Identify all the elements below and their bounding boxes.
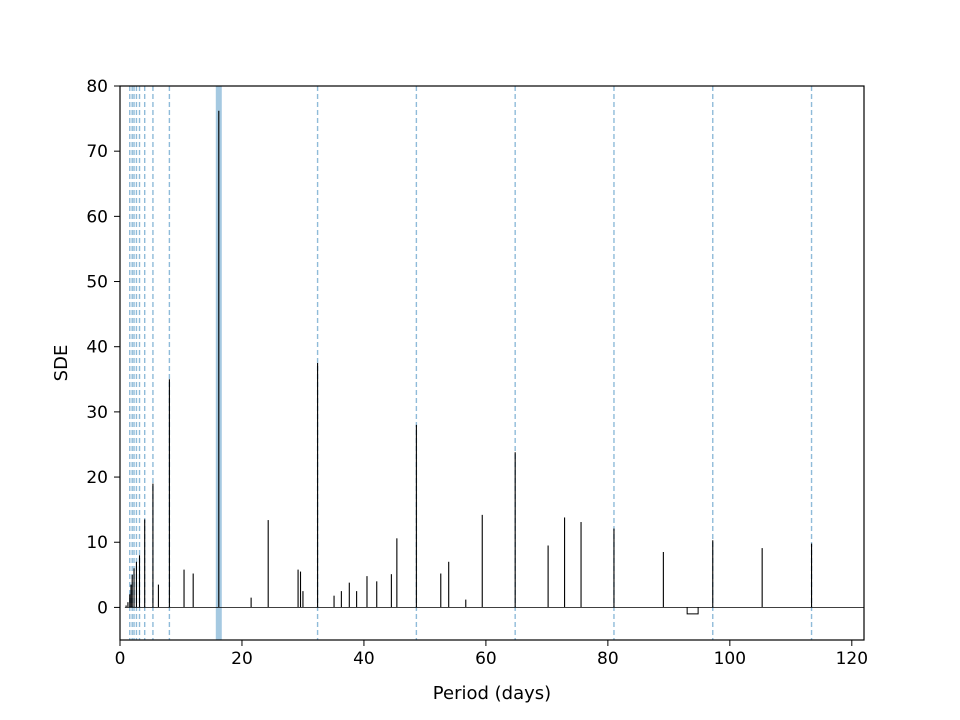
axes-frame (119, 85, 865, 641)
x-tick-label-100: 100 (714, 649, 746, 669)
axes: 0 20 40 60 80 100 120 0 10 20 30 40 50 60 70 80 (86, 77, 868, 669)
y-tick-label-20: 20 (86, 468, 108, 488)
x-tick-label-80: 80 (597, 649, 619, 669)
x-tick-label-40: 40 (353, 649, 375, 669)
spectrum-dip (686, 607, 699, 615)
x-tick-label-60: 60 (475, 649, 497, 669)
x-tick-label-20: 20 (231, 649, 253, 669)
y-tick-label-70: 70 (86, 142, 108, 162)
y-tick-label-10: 10 (86, 533, 108, 553)
x-tick-label-120: 120 (836, 649, 868, 669)
y-tick-label-40: 40 (86, 338, 108, 358)
sde-spectrum (124, 110, 864, 615)
y-axis-label: SDE (51, 345, 72, 382)
plot-area (120, 86, 864, 640)
y-tick-label-80: 80 (86, 77, 108, 97)
x-axis-label: Period (days) (433, 683, 551, 704)
y-tick-label-50: 50 (86, 273, 108, 293)
x-tick-label-0: 0 (115, 649, 126, 669)
y-tick-label-60: 60 (86, 207, 108, 227)
y-tick-label-0: 0 (97, 598, 108, 618)
y-tick-label-30: 30 (86, 403, 108, 423)
